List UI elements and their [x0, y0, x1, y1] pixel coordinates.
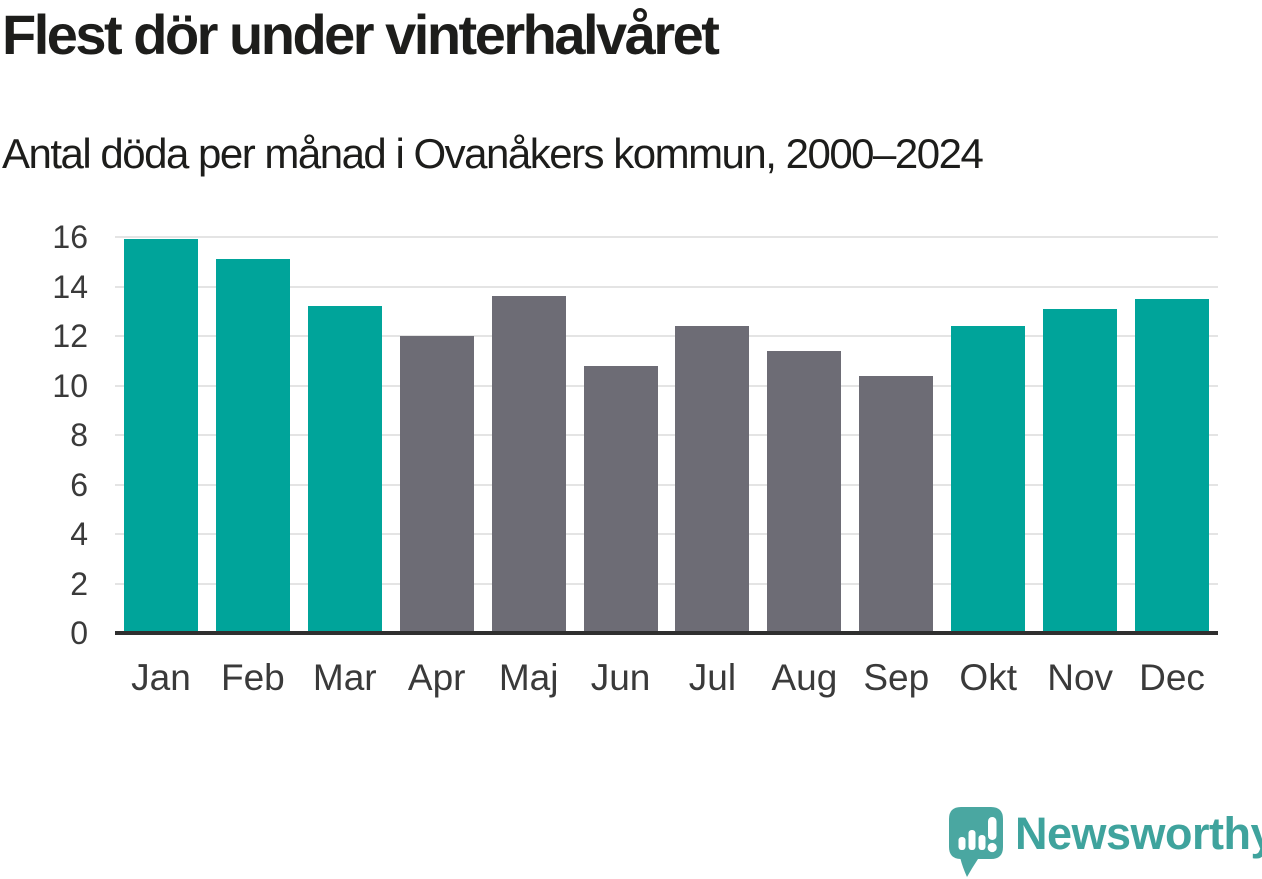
chart-subtitle: Antal döda per månad i Ovanåkers kommun,…: [2, 130, 984, 177]
bar-slot-feb: [207, 237, 299, 633]
bar-slot-apr: [391, 237, 483, 633]
y-tick-label-6: 6: [70, 466, 88, 503]
bar-jul: [675, 326, 750, 633]
bar-mar: [307, 306, 382, 633]
newsworthy-logo: Newsworthy: [948, 806, 1262, 879]
x-tick-label-maj: Maj: [498, 657, 559, 698]
gridline-16: [115, 236, 1218, 238]
gridline-6: [115, 483, 1218, 486]
plot-area: [115, 237, 1218, 633]
bar-maj: [491, 296, 566, 633]
x-tick-label-aug: Aug: [771, 657, 838, 698]
bar-slot-dec: [1126, 237, 1218, 633]
gridline-14: [115, 285, 1218, 288]
newsworthy-logo-icon: [949, 807, 1003, 877]
bar-okt: [951, 326, 1026, 633]
gridline-2: [115, 582, 1218, 585]
y-tick-label-0: 0: [70, 615, 88, 651]
x-tick-label-jun: Jun: [590, 657, 651, 698]
gridline-8: [115, 434, 1218, 436]
gridline-4: [115, 533, 1218, 535]
bar-slot-mar: [299, 237, 391, 633]
bar-sep: [859, 375, 934, 633]
newsworthy-logo-text: Newsworthy: [1015, 808, 1262, 859]
page-title: Flest dör under vinterhalvåret: [2, 3, 720, 66]
bar-slot-maj: [483, 237, 575, 633]
x-axis-line: [115, 631, 1218, 635]
y-tick-label-14: 14: [52, 268, 88, 305]
y-tick-label-12: 12: [52, 318, 88, 354]
x-tick-label-jul: Jul: [688, 657, 737, 698]
y-tick-label-16: 16: [52, 219, 88, 255]
bar-apr: [399, 336, 474, 633]
gridline-10: [115, 384, 1218, 387]
bar-jun: [583, 365, 658, 633]
x-tick-label-nov: Nov: [1047, 657, 1114, 698]
bar-slot-jan: [115, 237, 207, 633]
bar-slot-nov: [1034, 237, 1126, 633]
y-tick-label-10: 10: [52, 367, 88, 404]
bar-aug: [767, 350, 842, 633]
bar-slot-aug: [758, 237, 850, 633]
bar-slot-sep: [850, 237, 942, 633]
x-tick-label-sep: Sep: [863, 657, 930, 698]
x-tick-label-feb: Feb: [220, 657, 285, 698]
bar-nov: [1043, 308, 1118, 633]
y-tick-label-2: 2: [70, 565, 88, 602]
x-tick-label-jan: Jan: [131, 657, 191, 698]
bar-feb: [215, 259, 290, 633]
bar-slot-jun: [575, 237, 667, 633]
y-tick-label-8: 8: [70, 417, 88, 453]
bar-dec: [1135, 298, 1210, 633]
y-tick-label-4: 4: [70, 516, 88, 552]
bar-slot-okt: [942, 237, 1034, 633]
x-tick-label-dec: Dec: [1139, 657, 1205, 698]
x-tick-label-apr: Apr: [407, 657, 466, 698]
gridline-12: [115, 335, 1218, 337]
x-tick-label-mar: Mar: [312, 657, 377, 698]
bar-slot-jul: [667, 237, 759, 633]
bar-jan: [123, 239, 198, 633]
x-tick-label-okt: Okt: [959, 657, 1017, 698]
